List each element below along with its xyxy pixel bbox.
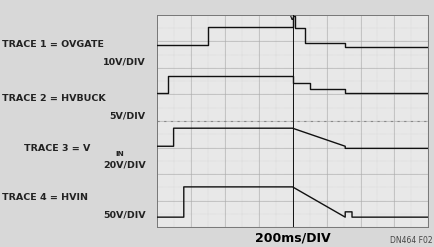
Text: TRACE 4 = HVIN: TRACE 4 = HVIN <box>2 193 88 202</box>
Text: 5V/DIV: 5V/DIV <box>109 112 145 121</box>
Text: TRACE 3 = V: TRACE 3 = V <box>24 144 90 153</box>
Text: 20V/DIV: 20V/DIV <box>103 161 145 170</box>
Text: 10V/DIV: 10V/DIV <box>103 57 145 66</box>
Text: TRACE 2 = HVBUCK: TRACE 2 = HVBUCK <box>2 94 105 103</box>
Text: DN464 F02: DN464 F02 <box>389 236 432 245</box>
Text: 50V/DIV: 50V/DIV <box>103 210 145 219</box>
Text: IN: IN <box>115 151 124 157</box>
Text: v: v <box>289 15 294 21</box>
Text: 200ms/DIV: 200ms/DIV <box>254 231 329 245</box>
Text: TRACE 1 = OVGATE: TRACE 1 = OVGATE <box>2 40 104 49</box>
